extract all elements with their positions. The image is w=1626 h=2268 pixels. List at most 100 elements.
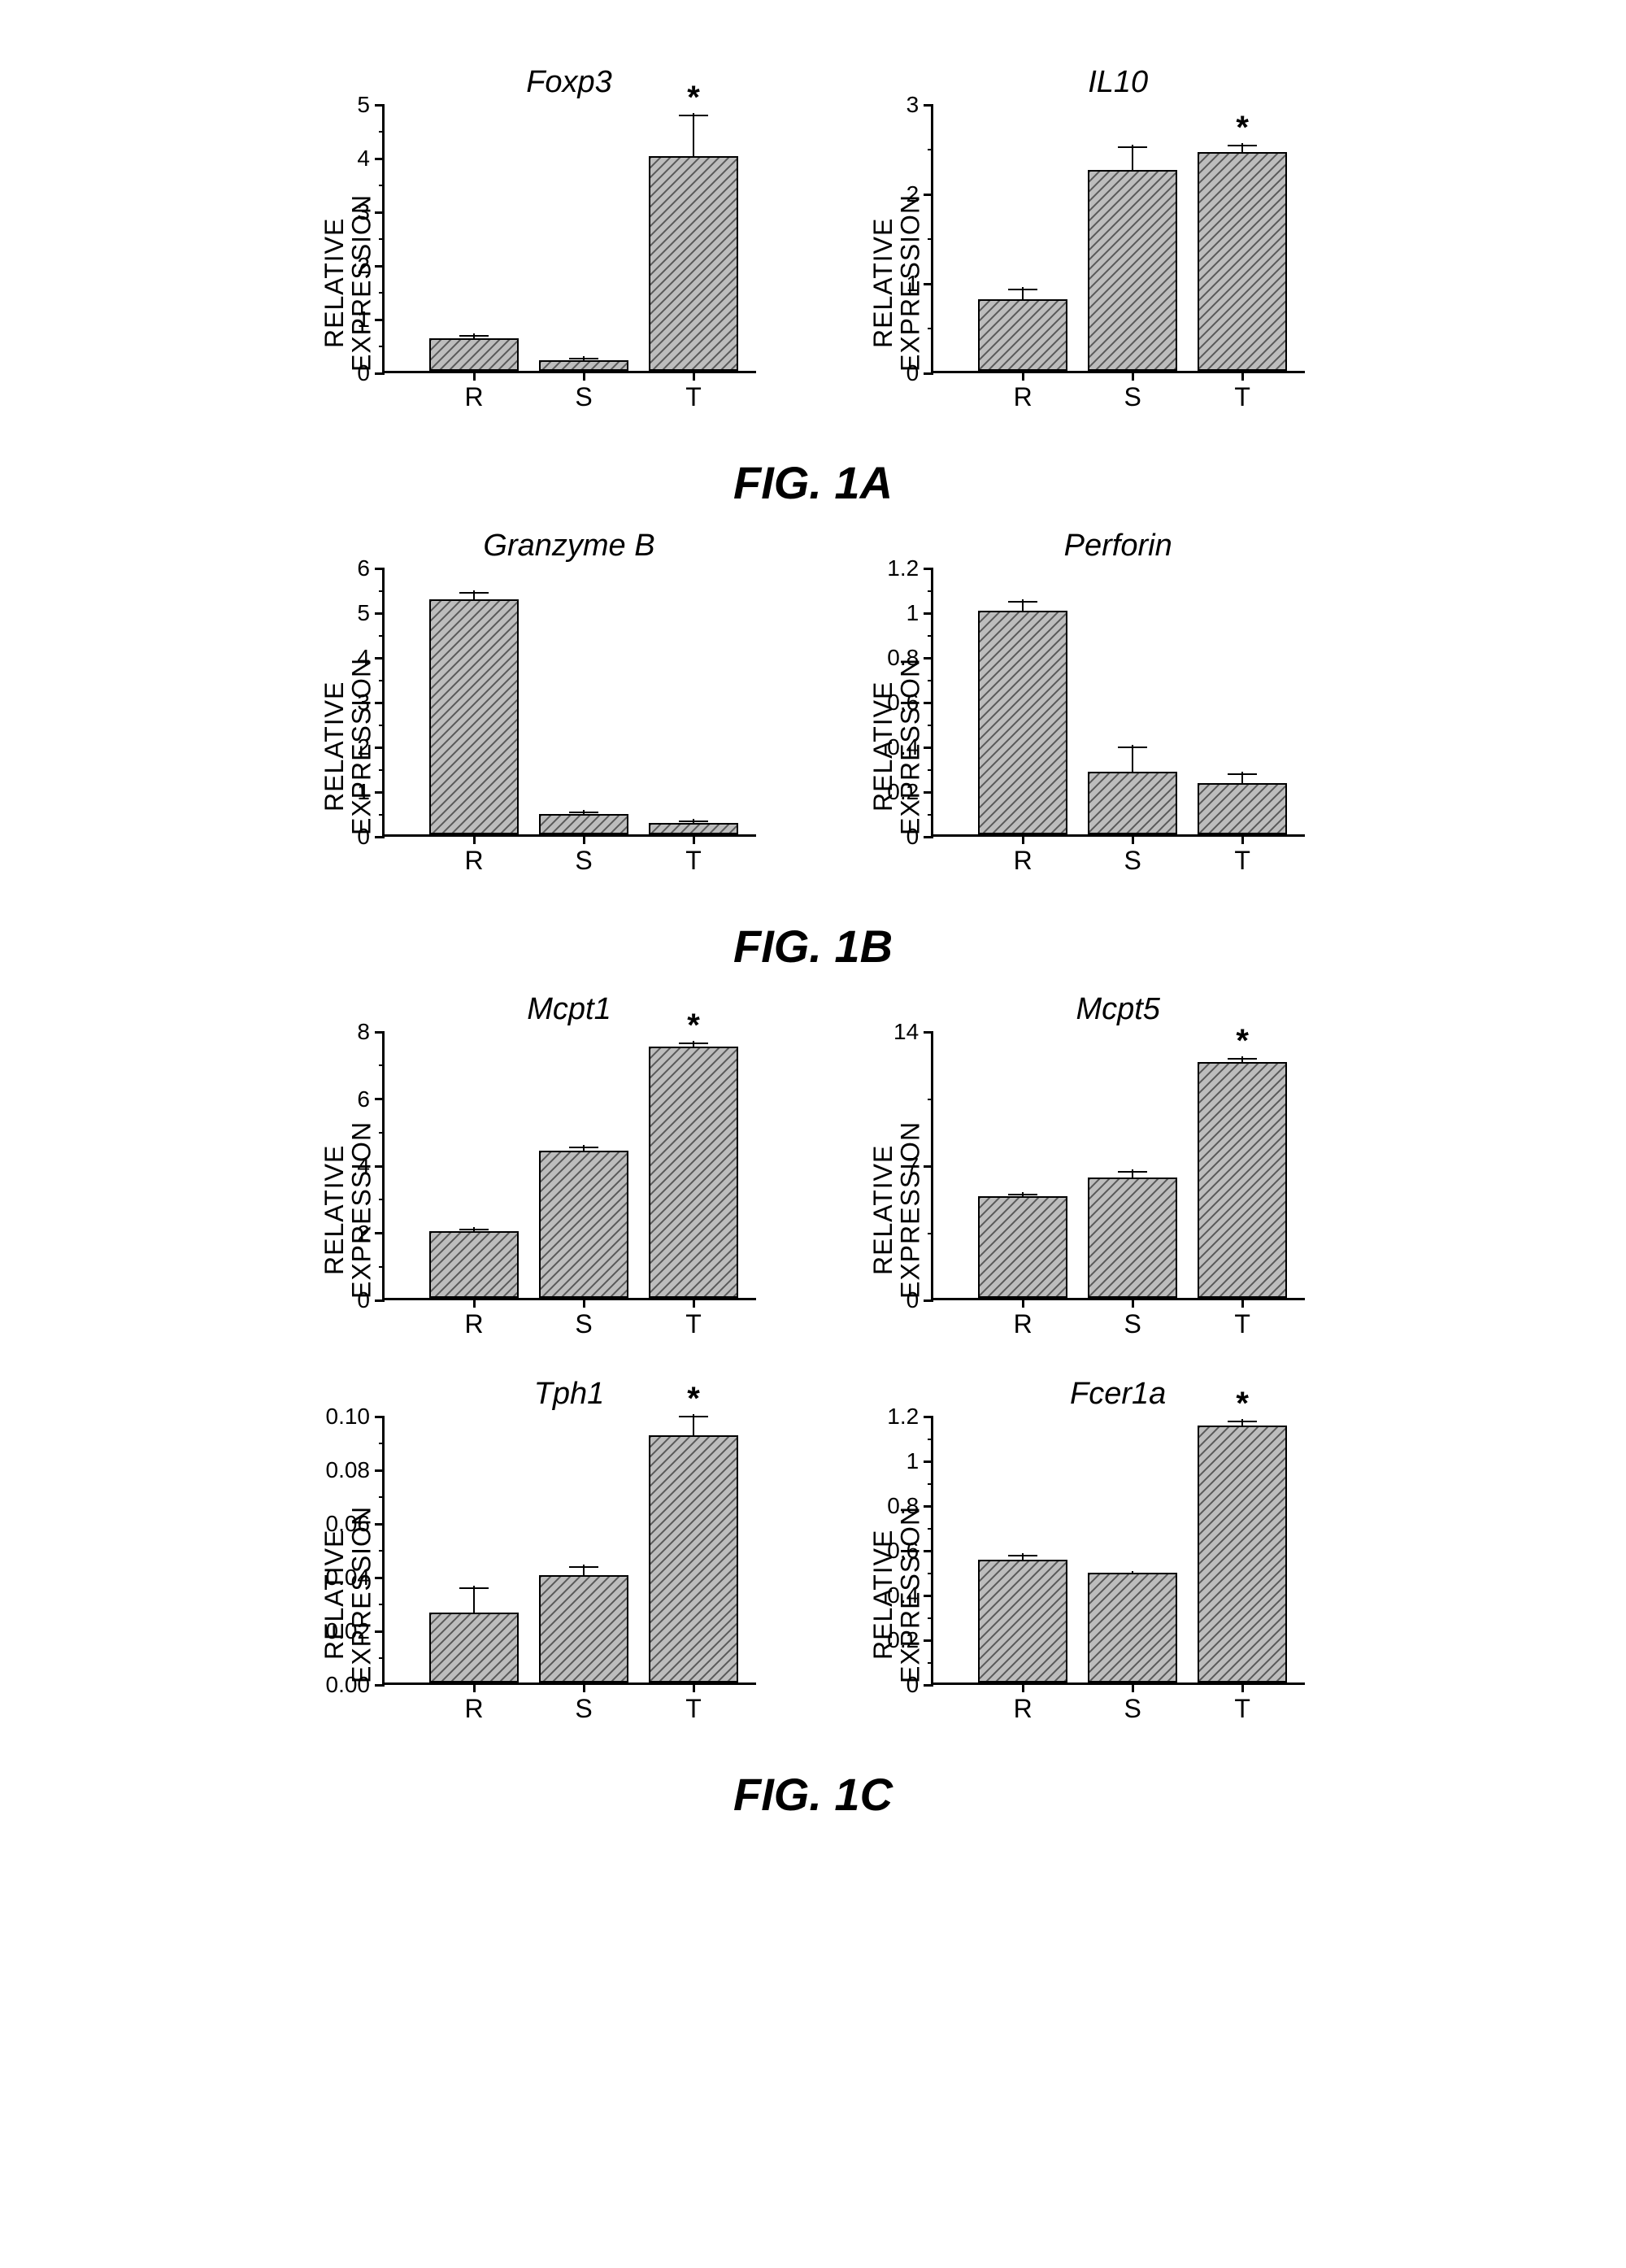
tick-x-label: T [685, 1694, 702, 1724]
bar-fill [978, 1560, 1067, 1682]
tick-y-label: 4 [357, 146, 370, 172]
tick-y-label: 2 [906, 181, 920, 207]
tick-y [375, 747, 385, 749]
tick-y-minor [928, 328, 933, 329]
tick-y-label: 0.6 [887, 690, 919, 716]
tick-y [924, 283, 933, 285]
plot-panel: 0.000.020.040.060.080.10RS*T [382, 1417, 756, 1685]
error-bar [1132, 745, 1133, 772]
tick-y-minor [379, 238, 385, 240]
plot-wrap: Fcer1a00.20.40.60.811.2RS*T [931, 1377, 1305, 1729]
bar-T [1198, 783, 1287, 834]
tick-y-label: 7 [906, 1153, 920, 1179]
bar-fill [429, 1613, 519, 1682]
error-cap [569, 1147, 598, 1148]
tick-y-minor [379, 1132, 385, 1134]
tick-x [1132, 834, 1134, 844]
error-cap [1008, 1555, 1037, 1556]
tick-y-minor [379, 814, 385, 816]
tick-x [693, 1298, 695, 1308]
tick-x [473, 1298, 476, 1308]
bar-R [429, 599, 519, 834]
tick-y-minor [379, 590, 385, 592]
tick-x [473, 371, 476, 381]
chart-title: Tph1 [534, 1377, 605, 1412]
bar-S [1088, 1178, 1177, 1299]
tick-y-label: 0 [906, 824, 920, 850]
error-cap [569, 358, 598, 359]
tick-y [375, 372, 385, 375]
tick-y-minor [379, 1657, 385, 1659]
page: RELATIVE EXPRESSIONFoxp3012345RS*T RELAT… [0, 0, 1626, 2268]
chart-mcpt1: RELATIVE EXPRESSIONMcpt102468RS*T [321, 992, 756, 1344]
significance-mark: * [1236, 1023, 1249, 1060]
tick-y [924, 747, 933, 749]
error-bar [693, 113, 694, 156]
tick-y-label: 0 [357, 1287, 370, 1313]
chart-title: Mcpt1 [527, 992, 611, 1027]
tick-x [1022, 1682, 1024, 1692]
tick-y-label: 1 [906, 271, 920, 297]
tick-y-label: 0 [906, 1287, 920, 1313]
bar-fill [1198, 1062, 1287, 1298]
tick-y-minor [379, 769, 385, 771]
tick-x-label: S [1124, 846, 1141, 876]
tick-y-minor [928, 238, 933, 240]
tick-y-label: 0.06 [326, 1511, 371, 1537]
tick-x [583, 834, 585, 844]
error-cap [459, 1587, 489, 1589]
bar-fill [649, 823, 738, 834]
tick-y-minor [928, 1528, 933, 1530]
tick-y-label: 0 [906, 360, 920, 386]
bar-R [429, 1613, 519, 1682]
bar-fill [649, 1047, 738, 1298]
tick-x-label: R [464, 1694, 483, 1724]
tick-y [375, 1469, 385, 1472]
bar-fill [978, 611, 1067, 834]
tick-y-label: 0 [357, 824, 370, 850]
tick-y-minor [928, 1099, 933, 1100]
tick-x [1132, 371, 1134, 381]
tick-y-minor [379, 1199, 385, 1200]
tick-y-minor [928, 1439, 933, 1440]
bar-fill [539, 360, 628, 371]
error-cap [1118, 1573, 1147, 1574]
row-fig-c-1: RELATIVE EXPRESSIONMcpt102468RS*T RELATI… [163, 992, 1463, 1344]
error-cap [1118, 747, 1147, 748]
tick-y [375, 1098, 385, 1100]
chart-il10: RELATIVE EXPRESSIONIL100123RS*T [870, 65, 1305, 417]
tick-x [1132, 1298, 1134, 1308]
tick-x-label: S [1124, 382, 1141, 412]
tick-y-label: 1 [906, 600, 920, 626]
bar-T [649, 1047, 738, 1298]
error-bar [1132, 145, 1133, 170]
tick-y-minor [928, 1617, 933, 1619]
tick-x [1022, 834, 1024, 844]
tick-x-label: T [685, 846, 702, 876]
tick-y [375, 612, 385, 615]
tick-y-label: 5 [357, 92, 370, 118]
error-cap [1118, 1171, 1147, 1173]
figure-label-c: FIG. 1C [733, 1768, 893, 1821]
bar-S [1088, 772, 1177, 834]
tick-y [375, 702, 385, 704]
plot-panel: 02468RS*T [382, 1032, 756, 1300]
error-cap [1008, 289, 1037, 290]
figure-label-b: FIG. 1B [733, 920, 893, 973]
tick-y-label: 1.2 [887, 1404, 919, 1430]
tick-x-label: S [575, 1694, 592, 1724]
tick-y-label: 0.08 [326, 1457, 371, 1483]
tick-x-label: R [1014, 846, 1033, 876]
error-cap [459, 1229, 489, 1230]
bar-fill [1198, 152, 1287, 372]
tick-y-label: 0.00 [326, 1672, 371, 1698]
tick-y-label: 14 [893, 1019, 919, 1045]
tick-x-label: R [464, 382, 483, 412]
significance-mark: * [1236, 110, 1249, 146]
tick-y-label: 2 [357, 734, 370, 760]
row-fig-b: RELATIVE EXPRESSIONGranzyme B0123456RST … [163, 529, 1463, 881]
tick-y-minor [928, 1573, 933, 1574]
chart-title: Granzyme B [483, 529, 654, 564]
plot-wrap: Mcpt50714RS*T [931, 992, 1305, 1344]
tick-y [375, 1299, 385, 1302]
